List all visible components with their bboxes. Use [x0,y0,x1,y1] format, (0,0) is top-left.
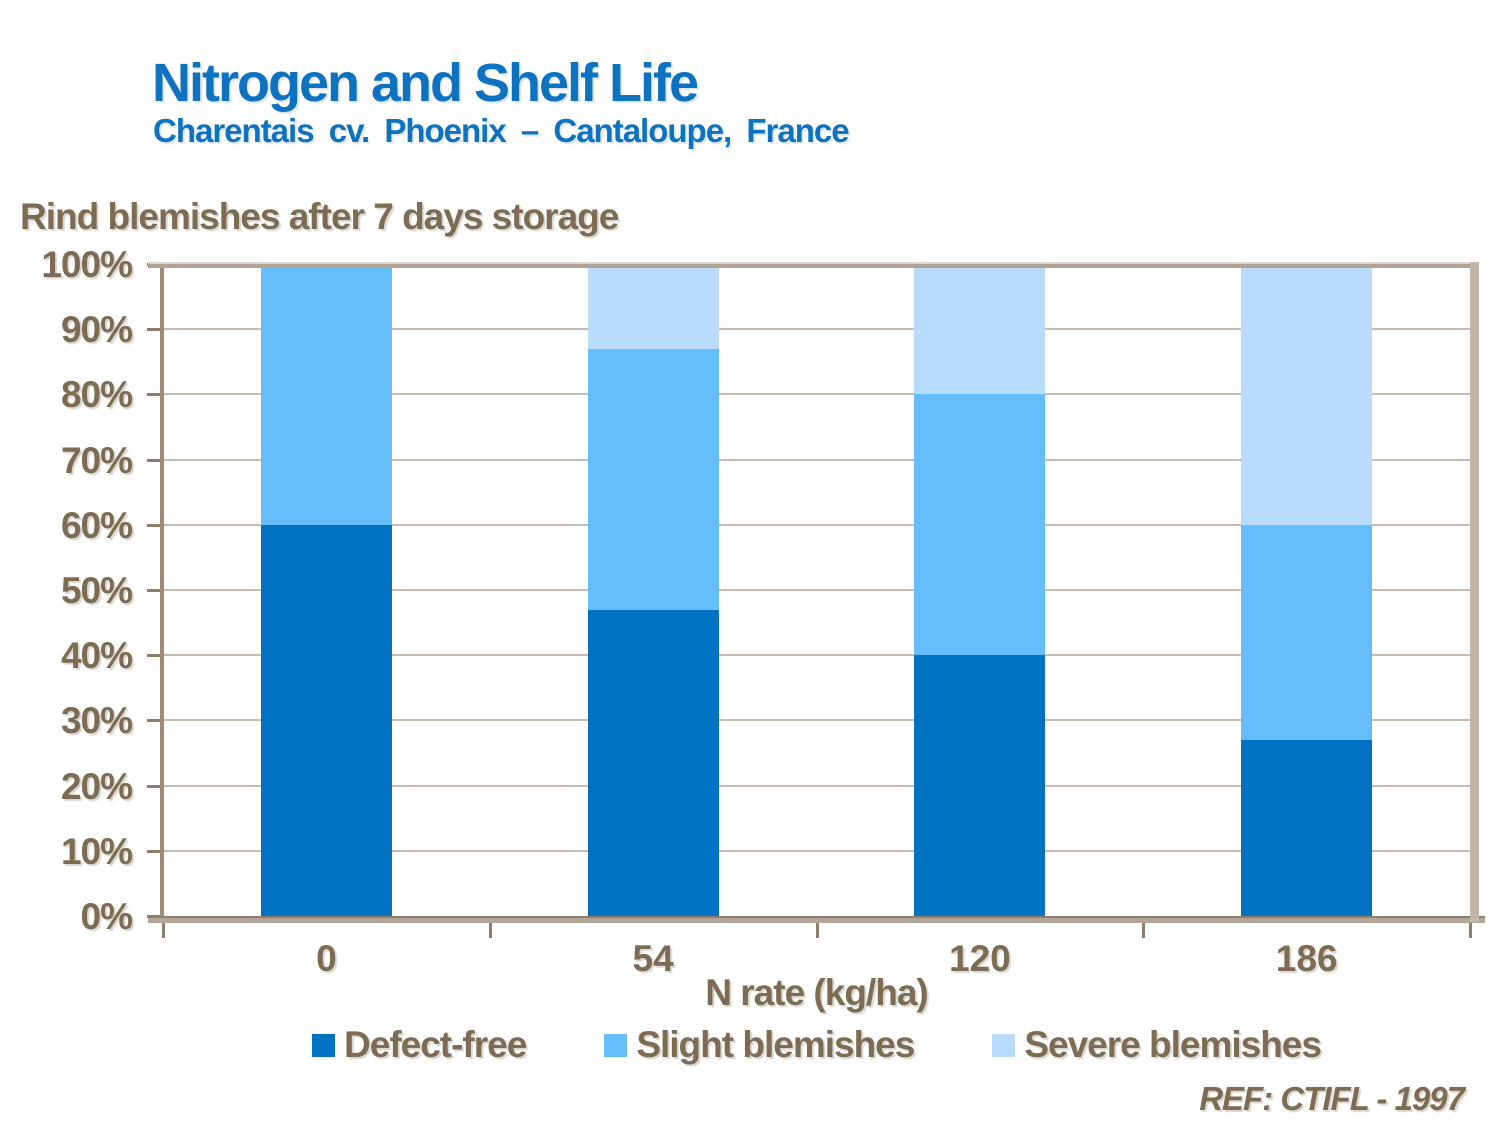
x-axis-tick-label: 120 [949,938,1011,979]
y-axis-tick [147,784,163,788]
y-axis-tick [147,719,163,723]
gridline [163,719,1470,722]
chart-legend: Defect-free Slight blemishes Severe blemis… [163,1024,1470,1066]
gridline [163,523,1470,526]
bar-segment-slight_blemishes [587,348,719,610]
legend-label: Slight blemishes [636,1024,915,1065]
plot-frame-top [148,262,1478,268]
bar-segment-slight_blemishes [1241,524,1373,740]
legend-item: Slight blemishes [604,1024,915,1066]
gridline [163,849,1470,852]
x-axis-tick [1469,923,1472,938]
x-axis-tick [162,923,165,938]
stacked-bar-54 [587,264,719,916]
x-axis-tick [488,923,492,938]
x-axis-title: N rate (kg/ha) [705,972,928,1013]
bar-segment-severe_blemishes [1241,264,1373,525]
bar-segment-slight_blemishes [260,264,392,525]
y-axis-line [160,264,164,922]
legend-swatch-icon [312,1033,336,1057]
legend-item: Severe blemishes [992,1024,1322,1066]
x-axis-tick-label: 0 [316,938,337,979]
bar-segment-defect_free [1241,739,1373,916]
y-axis-tick [147,523,163,527]
gridline [163,393,1470,396]
y-axis-tick-label: 70% [60,439,133,481]
bar-segment-defect_free [587,609,719,916]
gridline [163,328,1470,331]
gridline [163,458,1470,461]
y-axis-tick-label: 0% [80,896,133,937]
y-axis-tick-label: 50% [60,570,133,611]
bar-segment-slight_blemishes [914,394,1046,656]
y-axis-tick-label: 90% [60,309,133,351]
y-axis-tick [147,589,163,592]
chart-title: Rind blemishes after 7 days storage [20,196,619,237]
bar-segment-defect_free [914,655,1046,916]
stacked-bar-0 [260,264,392,916]
y-axis-tick [147,393,163,397]
x-axis-tick [815,923,819,938]
x-axis-tick-label: 54 [632,938,674,979]
y-axis-tick-label: 80% [60,374,133,416]
legend-swatch-icon [992,1033,1016,1057]
page-title: Nitrogen and Shelf Life [152,53,699,113]
x-axis-line [148,916,1485,923]
legend-label: Defect-free [344,1024,527,1065]
legend-item: Defect-free [312,1024,527,1066]
y-axis-tick-label: 20% [60,765,133,807]
bar-segment-severe_blemishes [587,264,719,349]
y-axis-tick-label: 10% [60,830,133,872]
page-subtitle: Charentais cv. Phoenix – Cantaloupe, Fra… [153,112,850,149]
y-axis-tick [147,458,163,462]
bar-segment-severe_blemishes [914,264,1046,395]
y-axis-tick-label: 100% [41,244,133,285]
plot-frame-right [1470,262,1479,922]
plot-area [163,264,1470,916]
stacked-bar-120 [914,264,1046,916]
y-axis-tick [147,328,163,332]
y-axis-tick [147,654,163,658]
y-axis-tick-label: 40% [60,635,133,677]
x-axis-tick-label: 186 [1275,938,1338,979]
y-axis-tick-label: 30% [60,700,133,742]
x-axis-tick [1142,923,1146,938]
y-axis-tick [147,849,163,853]
reference-text: REF: CTIFL - 1997 [1199,1080,1465,1117]
y-axis-tick-label: 60% [60,504,133,546]
gridline [163,589,1470,591]
gridline [163,654,1470,657]
gridline [163,784,1470,787]
bar-segment-defect_free [260,524,392,916]
legend-label: Severe blemishes [1024,1024,1322,1065]
legend-swatch-icon [604,1033,628,1057]
stacked-bar-186 [1241,264,1373,916]
